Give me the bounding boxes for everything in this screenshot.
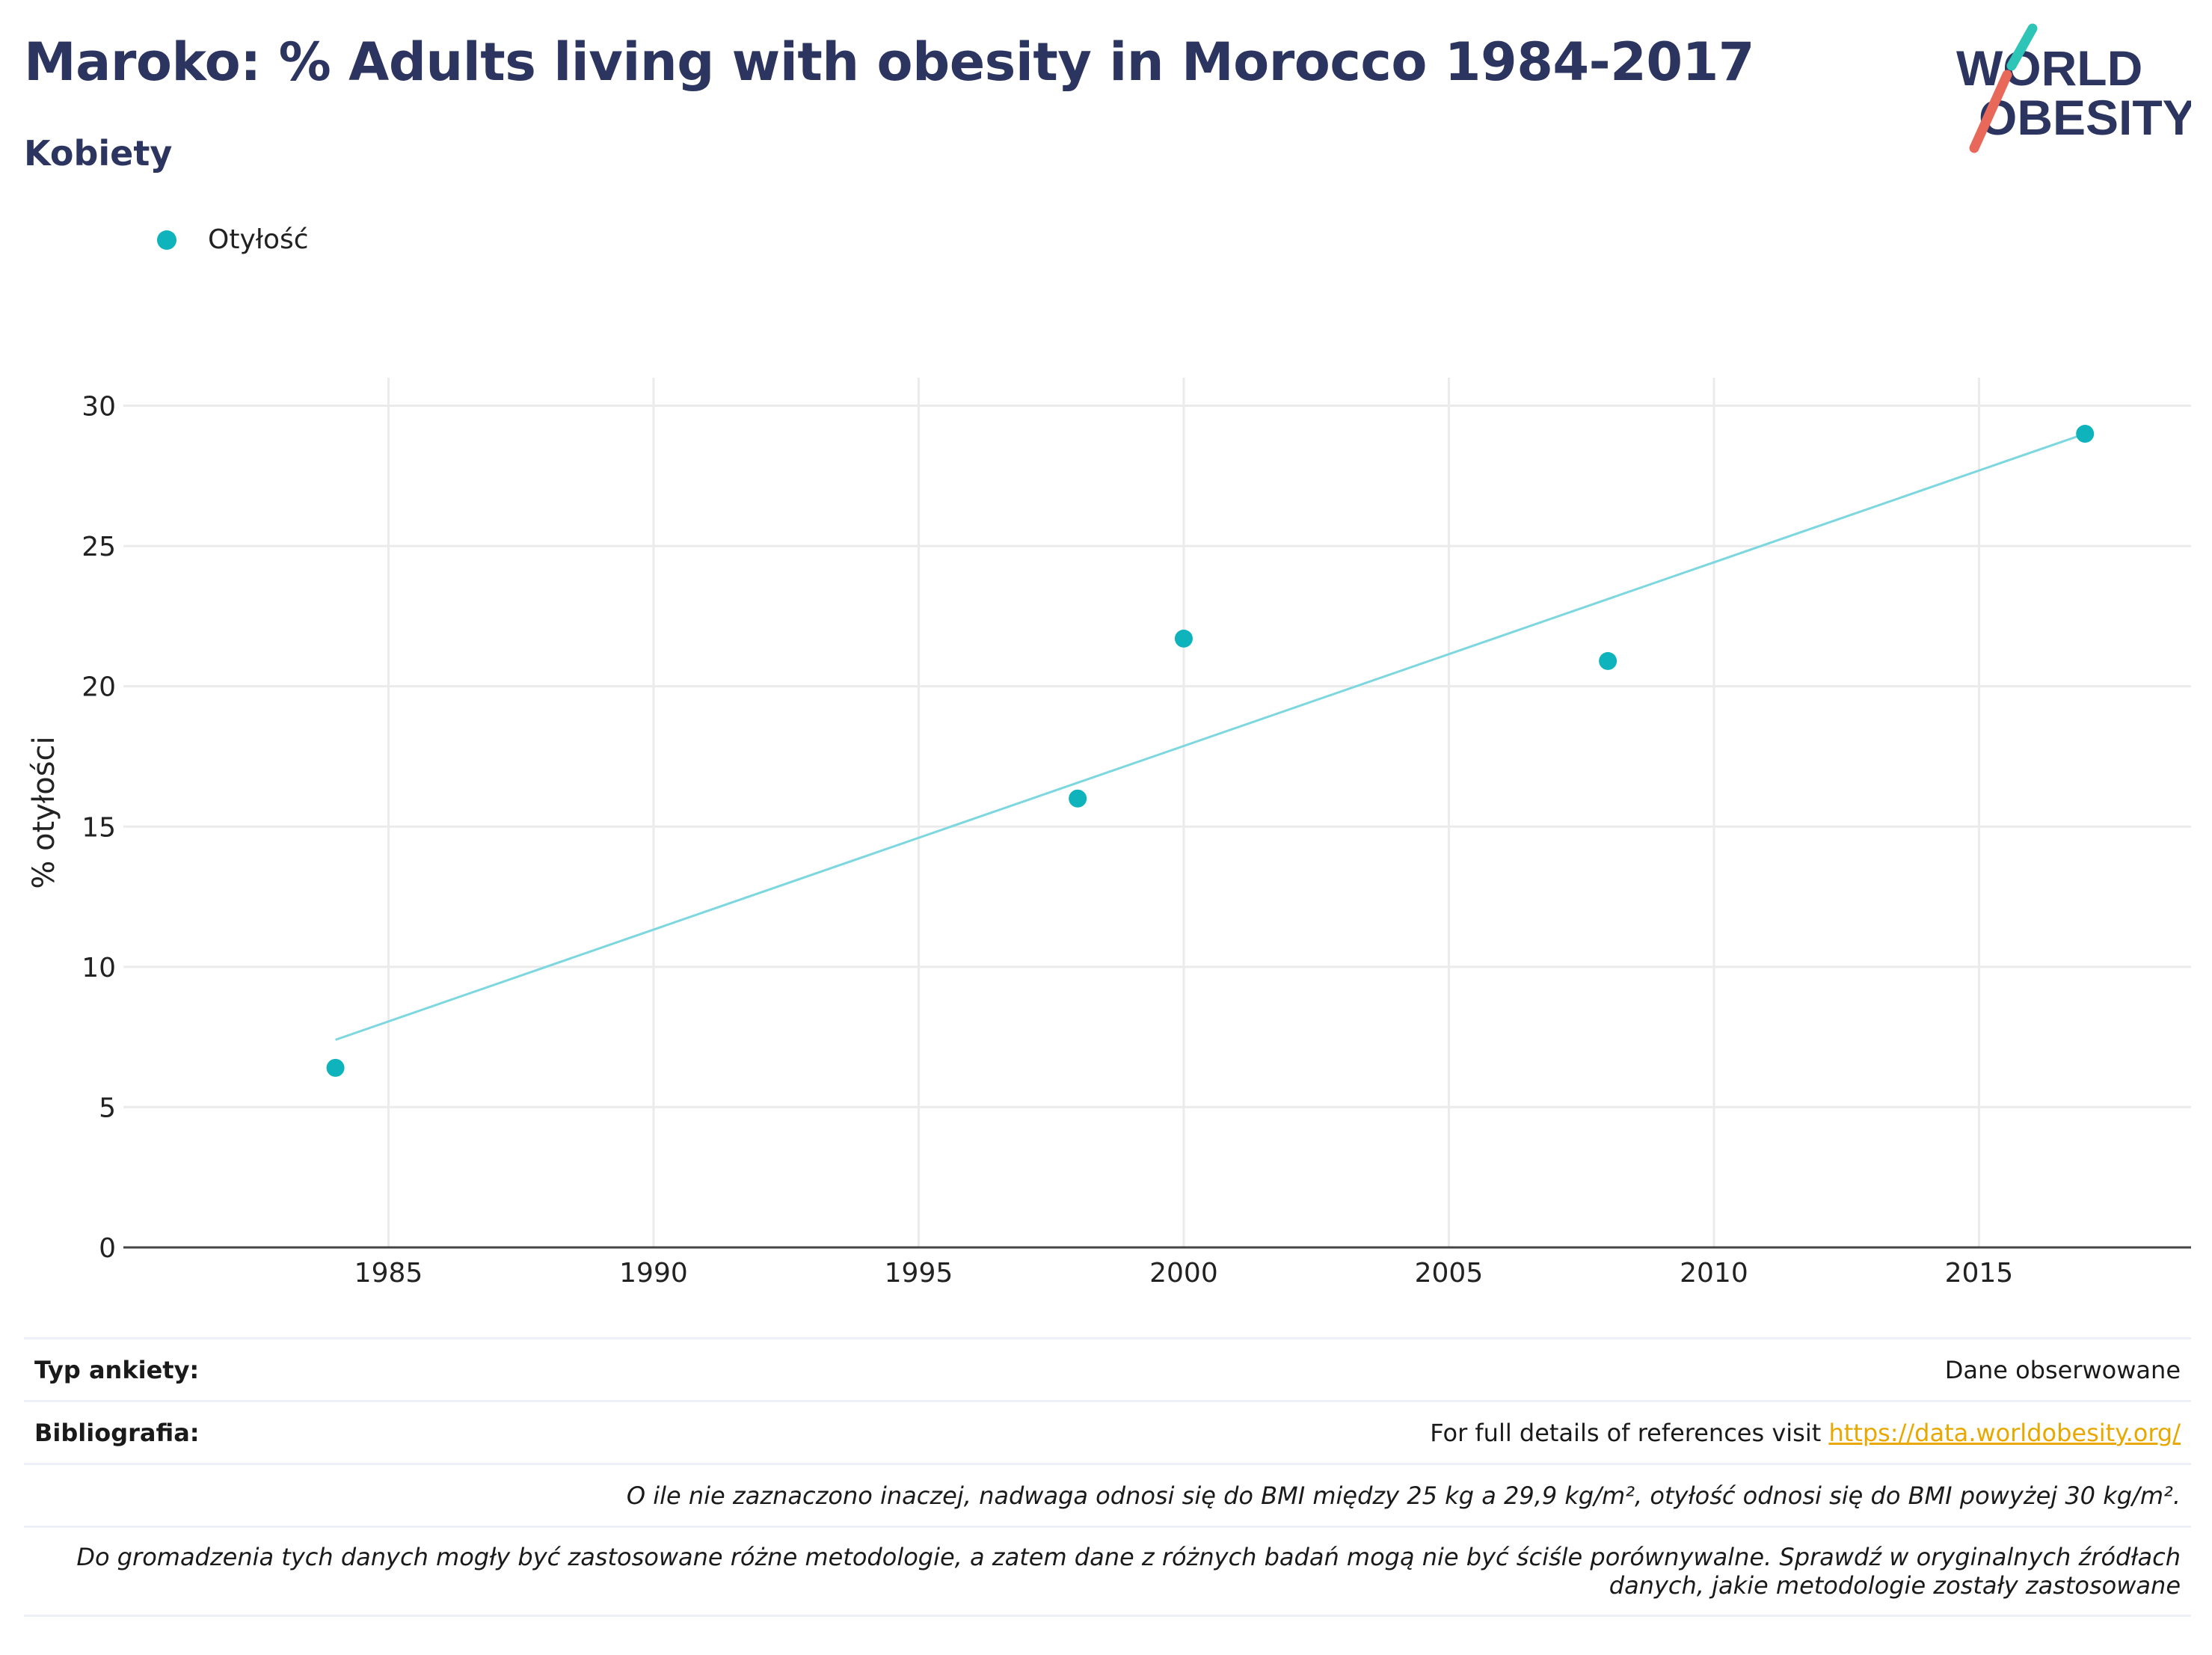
legend[interactable]: Otyłość (157, 224, 309, 255)
definition-note-row: O ile nie zaznaczono inaczej, nadwaga od… (24, 1463, 2191, 1526)
x-tick-label: 2005 (1415, 1258, 1484, 1289)
survey-row: Typ ankiety: Dane obserwowane (24, 1337, 2191, 1400)
x-tick-label: 2015 (1945, 1258, 2014, 1289)
methodology-note-row: Do gromadzenia tych danych mogły być zas… (24, 1526, 2191, 1617)
methodology-note-line2: danych, jakie metodologie zostały zastos… (1609, 1571, 2181, 1600)
survey-value: Dane obserwowane (1944, 1355, 2181, 1384)
trend-line (335, 432, 2086, 1041)
references-link[interactable]: https://data.worldobesity.org/ (1828, 1418, 2181, 1447)
data-point (1599, 651, 1617, 670)
logo-line2: OBESITY (1979, 90, 2191, 145)
logo-teal-stroke (2006, 23, 2038, 71)
logo-line1: WORLD (1956, 40, 2142, 96)
chart-subtitle: Kobiety (24, 133, 173, 174)
y-tick-label: 5 (99, 1093, 116, 1123)
scatter-chart: 1985 1990 1995 2000 2005 2010 2015 0 5 10 15 20 25 30… (27, 378, 2191, 1289)
x-tick-label: 1990 (619, 1258, 688, 1289)
chart-title: Maroko: % Adults living with obesity in … (24, 31, 1755, 93)
footer-table: Typ ankiety: Dane obserwowane Bibliograf… (24, 1337, 2191, 1617)
data-point (2076, 425, 2095, 443)
x-tick-label: 1995 (885, 1258, 953, 1289)
data-point (326, 1058, 345, 1077)
x-tick-label: 2000 (1149, 1258, 1218, 1289)
survey-label: Typ ankiety: (34, 1355, 200, 1384)
y-axis-title: % otyłości (27, 736, 61, 888)
data-point (1069, 789, 1087, 808)
legend-label: Otyłość (208, 224, 309, 255)
y-tick-label: 30 (82, 392, 116, 423)
bibliography-text: For full details of references visit (1430, 1418, 1829, 1447)
y-tick-label: 25 (82, 532, 116, 562)
data-point (1174, 629, 1193, 648)
bibliography-row: Bibliografia: For full details of refere… (24, 1400, 2191, 1463)
y-tick-label: 15 (82, 812, 116, 843)
definition-note: O ile nie zaznaczono inaczej, nadwaga od… (626, 1481, 2181, 1510)
x-tick-label: 2010 (1680, 1258, 1748, 1289)
x-tick-label: 1985 (354, 1258, 423, 1289)
y-tick-label: 0 (99, 1233, 116, 1264)
bibliography-value: For full details of references visit htt… (1430, 1419, 2181, 1447)
bibliography-label: Bibliografia: (34, 1418, 200, 1447)
world-obesity-logo: WORLD OBESITY (1956, 23, 2191, 153)
methodology-note-line1: Do gromadzenia tych danych mogły być zas… (76, 1543, 2181, 1571)
legend-marker (157, 230, 176, 250)
logo-red-stroke (1969, 70, 2012, 153)
y-tick-label: 20 (82, 672, 116, 703)
y-tick-label: 10 (82, 953, 116, 983)
